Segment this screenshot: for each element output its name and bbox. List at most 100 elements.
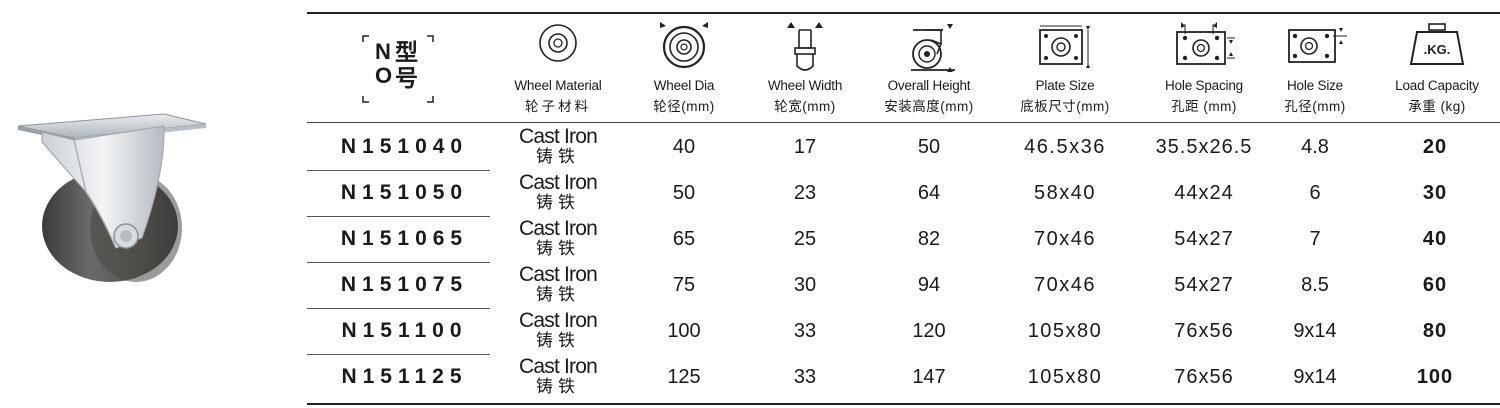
header-hole-size: Hole Size 孔径(mm) [1253,14,1377,122]
cell-wheel-width: 33 [793,319,817,342]
cell-wheel-material: Cast Iron 铸铁 [500,216,616,262]
header-load-capacity-en: Load Capacity [1395,78,1479,93]
header-load-capacity-zh: 承重 (kg) [1408,99,1466,114]
cell-wheel-dia: 75 [672,273,696,296]
model-row-separator [307,308,490,309]
weight-kg-icon: .KG. [1409,23,1465,65]
cell-model: N151100 [341,319,468,342]
table-row: N151125 125 33 147 105x80 76x56 9x14 100 Cast Ir… [307,354,1500,400]
material-zh: 铸铁 [536,285,580,304]
table-header-rule [307,122,1500,123]
cell-wheel-width: 25 [793,227,817,250]
material-en: Cast Iron [519,263,598,286]
cell-hole-size: 6 [1309,181,1321,204]
header-wheel-material: Wheel Material 轮子材料 [500,14,616,122]
cell-wheel-material: Cast Iron 铸铁 [500,308,616,354]
table-row: N151050 50 23 64 58x40 44x24 6 30 Cast Iron 铸铁 [307,170,1500,216]
cell-overall-height: 64 [917,181,941,204]
material-zh: 铸铁 [536,377,580,396]
header-plate-size-en: Plate Size [1035,78,1095,93]
table-row: N151100 100 33 120 105x80 76x56 9x14 80 Cast Iro… [307,308,1500,354]
cell-wheel-width: 23 [793,181,817,204]
cell-overall-height: 94 [917,273,941,296]
material-zh: 铸铁 [536,331,580,350]
header-hole-spacing-en: Hole Spacing [1165,78,1243,93]
material-en: Cast Iron [519,125,598,148]
model-row-separator [307,170,490,171]
cell-hole-spacing: 54x27 [1174,273,1234,296]
cell-wheel-dia: 100 [667,319,701,342]
cell-wheel-material: Cast Iron 铸铁 [500,354,616,400]
material-zh: 铸铁 [536,147,580,166]
cell-wheel-dia: 40 [672,135,696,158]
hole-spacing-icon [1176,22,1235,65]
bracket-frame-icon [362,35,434,103]
cell-load-capacity: 100 [1416,365,1454,388]
model-row-separator [307,262,490,263]
cell-load-capacity: 30 [1422,181,1448,204]
cell-model: N151075 [340,273,469,296]
cell-wheel-material: Cast Iron 铸铁 [500,170,616,216]
cell-hole-size: 8.5 [1301,273,1329,296]
material-zh: 铸铁 [536,193,580,212]
model-header: NO 型号 [361,34,435,104]
table-row: N151065 65 25 82 70x46 54x27 7 40 Cast Iron 铸铁 [307,216,1500,262]
weight-kg-label: .KG. [1424,42,1451,57]
cell-load-capacity: 20 [1422,135,1448,158]
table-top-rule [307,12,1500,14]
cell-hole-spacing: 54x27 [1174,227,1234,250]
table-bottom-rule [307,403,1500,405]
cell-overall-height: 120 [912,319,946,342]
cell-load-capacity: 60 [1422,273,1448,296]
cell-plate-size: 46.5x36 [1024,135,1106,158]
cell-wheel-dia: 50 [672,181,696,204]
cell-model: N151040 [340,135,469,158]
cell-wheel-width: 17 [793,135,817,158]
header-load-capacity: .KG. Load Capacity 承重 (kg) [1375,14,1499,122]
header-overall-height: Overall Height 安装高度(mm) [870,14,988,122]
table-row: N151075 75 30 94 70x46 54x27 8.5 60 Cast Iron 铸铁 [307,262,1500,308]
wheel-width-icon [787,22,823,71]
cell-hole-spacing: 44x24 [1174,181,1234,204]
cell-overall-height: 82 [917,227,941,250]
header-plate-size-zh: 底板尺寸(mm) [1020,99,1110,114]
cell-wheel-dia: 125 [667,365,701,388]
cell-hole-spacing: 35.5x26.5 [1155,135,1253,158]
header-wheel-dia-zh: 轮径(mm) [653,99,715,114]
cell-overall-height: 50 [917,135,941,158]
model-header-zh: 型号 [395,39,418,91]
cell-hole-size: 4.8 [1301,135,1329,158]
cell-load-capacity: 40 [1422,227,1448,250]
cell-hole-size: 9x14 [1293,365,1337,388]
material-en: Cast Iron [519,355,598,378]
cell-wheel-material: Cast Iron 铸铁 [500,124,616,170]
header-hole-spacing: Hole Spacing 孔距 (mm) [1133,14,1275,122]
header-wheel-width-en: Wheel Width [767,78,843,93]
cell-hole-spacing: 76x56 [1174,319,1234,342]
material-en: Cast Iron [519,217,598,240]
overall-height-icon [911,24,955,72]
header-wheel-dia: Wheel Dia 轮径(mm) [623,14,745,122]
cell-wheel-width: 33 [793,365,817,388]
cell-plate-size: 70x46 [1034,273,1096,296]
header-wheel-material-zh: 轮子材料 [525,99,591,114]
material-zh: 铸铁 [536,239,580,258]
cell-wheel-dia: 65 [672,227,696,250]
material-en: Cast Iron [519,171,598,194]
model-header-en: NO [375,39,393,88]
cell-hole-size: 9x14 [1293,319,1337,342]
material-en: Cast Iron [519,309,598,332]
cell-wheel-material: Cast Iron 铸铁 [500,262,616,308]
plate-size-icon [1039,25,1090,68]
header-wheel-width-zh: 轮宽(mm) [774,99,836,114]
model-row-separator [307,354,490,355]
cell-model: N151050 [340,181,469,204]
header-hole-size-zh: 孔径(mm) [1284,99,1346,114]
header-plate-size: Plate Size 底板尺寸(mm) [994,14,1136,122]
header-wheel-dia-en: Wheel Dia [653,78,715,93]
cell-model: N151125 [341,365,468,388]
header-hole-size-en: Hole Size [1287,78,1343,93]
header-overall-height-en: Overall Height [887,78,971,93]
cell-wheel-width: 30 [793,273,817,296]
cell-plate-size: 58x40 [1034,181,1096,204]
